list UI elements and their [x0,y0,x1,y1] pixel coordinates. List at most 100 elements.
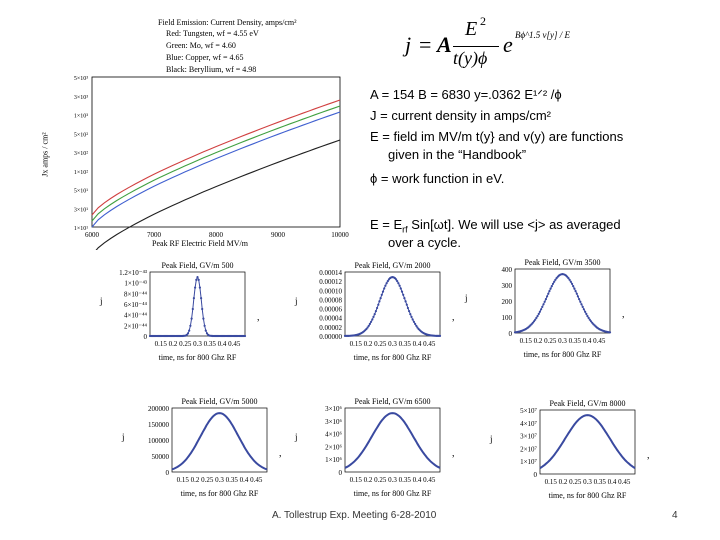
time-plot-ytick: 0.00006 [319,306,342,314]
time-plot-point [366,326,369,329]
time-plot: Peak Field, GV/m 6500 j 3×10⁶ 3×10⁶ 4×10⁶ 2×1… [285,394,455,512]
time-plot-ytick: 0 [144,333,148,341]
time-plot: Peak Field, GV/m 500 j 1.2×10⁻⁴³ 1×10⁻⁴³ 8×1… [90,258,260,376]
main-xtick-label: 10000 [331,231,349,239]
time-plot-point [400,290,404,293]
time-plot-point [188,329,191,332]
time-plot-point [404,300,407,303]
time-plot-ytick: 150000 [148,421,170,429]
time-plot-xticks: 0.15 0.2 0.25 0.3 0.35 0.4 0.45 [545,478,631,486]
time-plot-curve [344,412,441,469]
time-plot-point [554,278,557,281]
time-plot-xticks: 0.15 0.2 0.25 0.3 0.35 0.4 0.45 [520,337,606,345]
main-xtick-label: 6000 [85,231,100,239]
formula-exp: Bϕ^1.5 v[y] / E [515,30,570,40]
time-plot-point [589,320,593,323]
time-plot-point [412,320,415,323]
time-plot-svg: Peak Field, GV/m 8000 j 5×10⁷ 4×10⁷ 3×10⁷ 2×1… [489,399,650,500]
time-plot-point [540,308,543,311]
time-plot-point [376,306,379,310]
time-plot-curve [539,414,636,469]
time-plot-point [532,320,536,323]
time-plot-point [203,324,206,327]
page-number: 4 [672,510,678,521]
time-plot-point [368,322,371,325]
time-plot-xlabel: time, ns for 800 Ghz RF [354,489,432,498]
time-plot-point [538,310,541,313]
main-chart-title: Field Emission: Current Density, amps/cm… [158,18,297,27]
time-plot-point [416,326,419,329]
formula-A: A [437,32,452,57]
time-plot-ytick: 3×10⁶ [325,418,342,426]
time-plot-svg: Peak Field, GV/m 5000 j 200000 150000 100000… [121,397,282,498]
time-plot-point [365,327,368,331]
time-plot-curve [514,273,611,333]
time-plot-ytick: 100 [502,314,513,322]
time-plot-point [367,324,370,327]
time-plot-point [372,315,375,318]
time-plot-ylabel: j [294,432,298,442]
time-plot-ytick: 0.00012 [319,278,342,286]
time-plot-point [537,312,540,315]
time-plot-point [405,303,408,306]
main-ytick-label: 5×10¹ [74,189,88,195]
time-plot-point [191,307,194,311]
time-plot-xticks: 0.15 0.2 0.25 0.3 0.35 0.4 0.45 [155,340,241,348]
footer-credit: A. Tollestrup Exp. Meeting 6-28-2010 [272,510,437,521]
time-plot-point [186,332,190,335]
time-plot-point [535,316,538,319]
main-ytick-label: 3×10¹ [74,207,88,213]
main-chart: Field Emission: Current Density, amps/cm… [30,15,350,250]
formula-j: j [405,32,412,57]
note-rf-a: E = E [370,217,403,232]
time-plot-point [551,282,555,285]
time-plot-point [414,322,417,325]
time-plot-point [378,300,381,303]
time-plot-point [397,282,400,285]
formula-den: t(y)ϕ [453,48,488,68]
time-plot-point [541,305,544,308]
time-plot-ytick: 0.00004 [319,315,342,323]
time-plot-curve [150,275,245,337]
time-plot-point [194,286,197,289]
time-plot-ylabel: j [294,296,298,306]
time-plot-curve [345,276,440,337]
time-plot-ytick: 4×10⁻⁴⁴ [124,312,148,320]
time-plot-ytick: 0.00008 [319,296,342,304]
time-plot-ytick: 1.2×10⁻⁴³ [119,269,147,277]
time-plot-point [243,334,247,338]
time-plot-comma: , [257,312,260,323]
time-plot-svg: Peak Field, GV/m 3500 j 400 300 200 100 0 0.15 … [464,258,625,359]
time-plot-ytick: 200 [502,298,513,306]
time-plot-point [185,333,188,336]
time-plot-title: Peak Field, GV/m 2000 [355,261,431,270]
time-plot-point [608,331,612,334]
time-plot-point [570,282,574,285]
formula-eq: = [419,32,432,57]
time-plot-point [189,324,192,327]
note-rf-cont: over a cycle. [388,235,461,250]
time-plot-point [550,285,553,288]
time-plot-title: Peak Field, GV/m 5000 [182,397,258,406]
time-plot-ytick: 0.00002 [319,324,342,332]
time-plot-point [573,287,576,290]
time-plot-xticks: 0.15 0.2 0.25 0.3 0.35 0.4 0.45 [350,476,436,484]
time-plot-ytick: 0 [166,469,170,477]
time-plot-ylabel: j [489,434,493,444]
time-plot-point [547,292,550,295]
legend-item: Green: Mo, wf = 4.60 [166,41,236,50]
time-plot-point [196,276,199,279]
time-plot-point [546,295,549,298]
time-plot-point [396,280,399,283]
time-plot-point [395,278,398,281]
time-plot-point [580,303,583,306]
main-ytick-label: 1×10² [74,170,88,176]
time-plot-point [409,313,412,316]
time-plot-ytick: 200000 [148,405,170,413]
main-xtick-label: 9000 [271,231,286,239]
note-rf: E = Erf Sin[ωt]. We will use <j> as aver… [370,216,621,239]
time-plot-point [379,297,382,300]
time-plot-xlabel: time, ns for 800 Ghz RF [354,353,432,362]
time-plot-point [373,313,376,316]
time-plot-point [543,300,546,303]
